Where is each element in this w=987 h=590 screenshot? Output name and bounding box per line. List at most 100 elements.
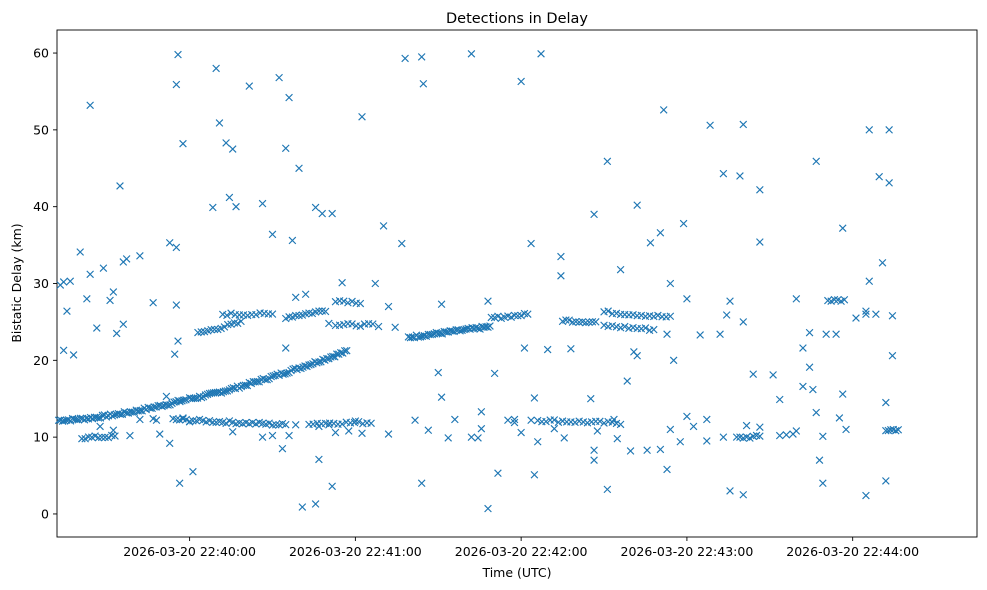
data-point: [434, 368, 443, 377]
data-point: [401, 54, 409, 63]
data-point: [176, 397, 184, 406]
data-point: [83, 295, 91, 303]
data-point: [428, 330, 437, 339]
data-point: [223, 320, 232, 329]
data-point: [253, 377, 262, 386]
data-point: [719, 433, 728, 441]
data-point: [379, 222, 388, 230]
data-point: [94, 414, 103, 422]
data-point: [533, 437, 542, 446]
data-point: [775, 431, 784, 440]
data-point: [437, 300, 446, 309]
data-point: [116, 410, 125, 419]
data-point: [689, 422, 698, 431]
data-point: [862, 310, 870, 319]
data-point: [106, 296, 114, 305]
data-point: [164, 401, 172, 409]
data-point: [97, 433, 106, 442]
data-point: [604, 307, 612, 315]
data-point: [225, 193, 234, 202]
data-point: [328, 209, 336, 218]
data-point: [832, 330, 840, 339]
data-point: [227, 309, 235, 317]
data-point: [305, 309, 313, 317]
data-point: [328, 482, 336, 491]
data-point: [477, 424, 486, 433]
data-point: [295, 311, 303, 320]
data-point: [149, 414, 157, 423]
data-point: [281, 144, 290, 153]
data-point: [285, 431, 293, 440]
data-point: [339, 297, 348, 305]
data-point: [520, 344, 529, 352]
data-point: [291, 311, 300, 320]
data-point: [275, 73, 283, 82]
data-point: [819, 479, 827, 488]
data-point: [336, 348, 345, 357]
data-point: [646, 238, 655, 247]
data-point: [371, 279, 380, 288]
x-tick-label: 2026-03-20 22:40:00: [123, 544, 256, 559]
data-point: [663, 330, 671, 339]
data-point: [591, 318, 600, 326]
data-point: [888, 311, 897, 320]
data-point: [174, 50, 182, 59]
data-point: [311, 500, 320, 508]
data-point: [63, 307, 71, 315]
data-point: [318, 209, 327, 218]
x-axis: 2026-03-20 22:40:00 2026-03-20 22:41:00 20…: [123, 537, 919, 559]
data-point: [408, 333, 417, 341]
data-point: [321, 307, 330, 316]
data-point: [96, 422, 104, 431]
data-point: [557, 252, 565, 261]
data-point: [307, 360, 315, 369]
data-point: [716, 330, 724, 339]
data-point: [666, 425, 675, 434]
data-point: [174, 337, 182, 345]
data-point: [411, 416, 419, 425]
data-point: [417, 479, 426, 488]
data-point: [852, 314, 860, 322]
data-point: [494, 312, 502, 321]
data-point: [630, 348, 638, 356]
data-point: [756, 185, 764, 194]
data-point: [397, 239, 406, 248]
data-point: [417, 53, 426, 61]
data-point: [656, 228, 665, 237]
data-point: [92, 324, 101, 332]
data-point: [268, 230, 277, 239]
data-point: [732, 433, 741, 441]
data-point: [149, 298, 157, 307]
data-point: [865, 126, 874, 134]
data-point: [560, 434, 569, 442]
data-point: [756, 432, 764, 440]
data-point: [510, 415, 519, 424]
plot-frame: [56, 29, 978, 538]
data-point: [104, 433, 113, 442]
data-point: [170, 398, 178, 406]
data-point: [436, 329, 445, 338]
data-point: [626, 447, 635, 455]
data-point: [812, 408, 821, 417]
data-point: [191, 394, 200, 403]
data-point: [344, 298, 352, 307]
data-point: [590, 456, 598, 464]
data-point: [122, 255, 131, 263]
data-point: [613, 434, 622, 443]
data-point: [136, 406, 145, 415]
data-point: [172, 243, 181, 252]
data-point: [384, 302, 393, 311]
data-point: [722, 311, 731, 319]
data-point: [285, 93, 293, 102]
data-point: [891, 426, 900, 435]
data-point: [59, 346, 68, 355]
data-point: [830, 295, 839, 304]
data-point: [739, 120, 748, 129]
data-point: [111, 432, 119, 440]
data-point: [78, 434, 86, 443]
y-tick-label: 10: [33, 430, 49, 445]
data-point: [165, 439, 174, 448]
data-point: [86, 270, 94, 279]
data-point: [109, 288, 118, 296]
